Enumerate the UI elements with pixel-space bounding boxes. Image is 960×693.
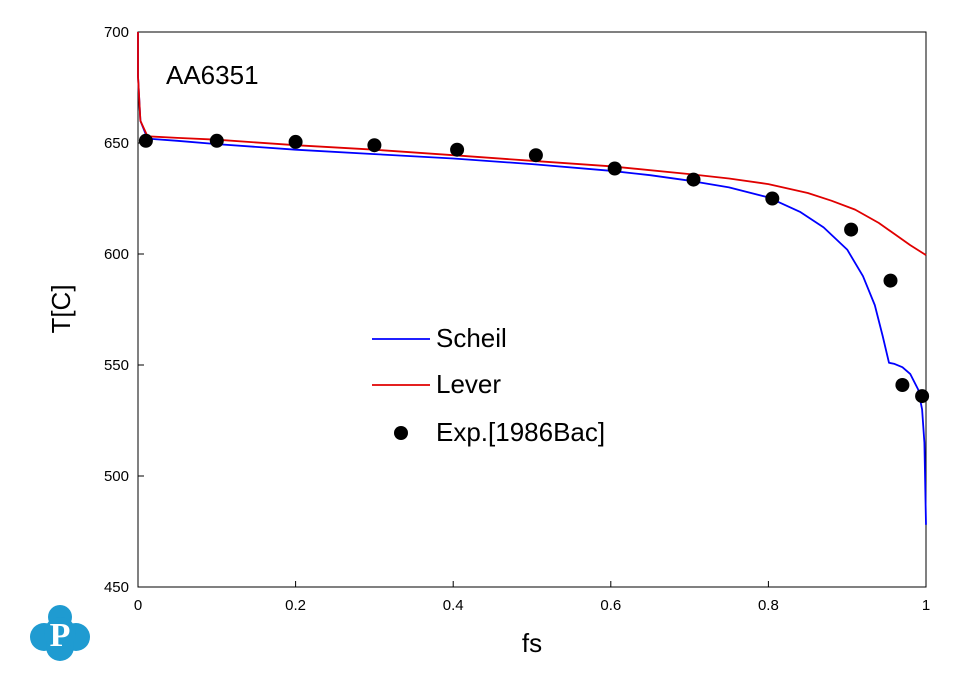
x-tick-label: 0.4	[443, 597, 464, 614]
y-tick-label: 550	[104, 357, 129, 374]
exp-data-point	[450, 142, 465, 157]
legend-label-exp: Exp.[1986Bac]	[436, 417, 605, 447]
exp-data-point	[607, 161, 622, 176]
y-tick-label: 650	[104, 135, 129, 152]
x-tick-label: 0.8	[758, 597, 779, 614]
y-axis-title: T[C]	[46, 284, 76, 333]
plot-frame	[137, 31, 927, 588]
x-tick-label: 1	[922, 597, 930, 614]
y-tick-label: 450	[104, 579, 129, 596]
legend-marker-exp	[394, 426, 408, 440]
exp-data-point	[765, 191, 780, 206]
x-tick-label: 0.6	[600, 597, 621, 614]
y-tick-label: 600	[104, 246, 129, 263]
legend: Scheil Lever Exp.[1986Bac]	[372, 323, 605, 447]
exp-data-point	[528, 148, 543, 163]
chart-annotation: AA6351	[166, 60, 259, 90]
series-line-scheil	[137, 32, 927, 525]
exp-data-point	[138, 133, 153, 148]
legend-label-lever: Lever	[436, 369, 501, 399]
x-tick-label: 0	[134, 597, 142, 614]
y-tick-label: 700	[104, 24, 129, 41]
logo-letter: P	[50, 617, 71, 654]
exp-data-point	[844, 222, 859, 237]
series-layer	[137, 32, 930, 525]
exp-data-point	[367, 138, 382, 153]
exp-data-point	[288, 134, 303, 149]
exp-data-point	[209, 133, 224, 148]
exp-data-point	[686, 172, 701, 187]
x-axis-title: fs	[522, 628, 542, 658]
exp-data-point	[883, 273, 898, 288]
axis-ticks: 0 0.2 0.4 0.6 0.8 1 450 500 550 600 650 700	[104, 24, 930, 614]
x-tick-label: 0.2	[285, 597, 306, 614]
exp-data-point	[895, 378, 910, 392]
legend-label-scheil: Scheil	[436, 323, 507, 353]
logo: P	[30, 605, 90, 661]
exp-data-point	[915, 389, 930, 404]
y-tick-label: 500	[104, 468, 129, 485]
logo-blob-center	[44, 617, 76, 649]
